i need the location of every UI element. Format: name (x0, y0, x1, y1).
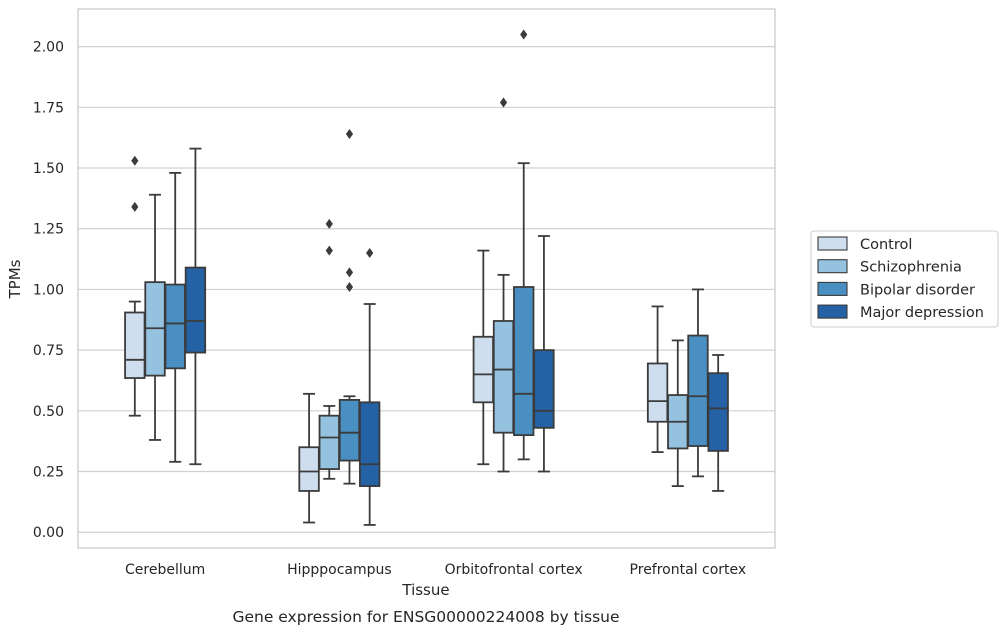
box-body (513, 286, 535, 437)
outlier-point (345, 281, 354, 292)
legend-frame (810, 230, 999, 328)
x-tick-label: Prefrontal cortex (630, 562, 747, 578)
box-body (359, 401, 381, 487)
legend-swatch (817, 236, 848, 251)
box-0-3 (646, 305, 669, 453)
x-tick-labels: Cerebellum Hipppocampus Orbitofrontal cort… (125, 562, 746, 578)
box-0-1 (298, 392, 320, 524)
box-2-3 (687, 288, 709, 478)
box-body (298, 446, 320, 492)
y-tick-labels: 0.00 0.25 0.50 0.75 1.00 1.25 1.50 1.75 2.00 (33, 40, 64, 542)
box-2-1 (338, 129, 361, 485)
y-tick-label: 1.25 (33, 222, 64, 238)
box-2-0 (164, 171, 186, 463)
y-axis-label: TPMs (6, 259, 24, 299)
box-body (318, 414, 340, 470)
legend-label: Control (860, 237, 912, 253)
box-body (124, 311, 146, 379)
box-0-2 (472, 249, 494, 466)
x-axis-label: Tissue (401, 581, 449, 599)
y-tick-label: 1.50 (33, 161, 64, 177)
y-tick-label: 1.00 (33, 282, 64, 298)
legend-swatch (817, 259, 848, 274)
box-body (707, 372, 729, 452)
legend-label: Schizophrenia (860, 260, 962, 276)
x-tick-label: Hipppocampus (287, 562, 392, 578)
legend: Control Schizophrenia Bipolar disorder Majo… (810, 230, 999, 328)
box-0-0 (124, 155, 146, 417)
box-body (338, 398, 361, 462)
outlier-point (520, 29, 528, 40)
x-tick-label: Cerebellum (125, 562, 205, 578)
box-3-2 (533, 235, 555, 473)
boxes (124, 29, 729, 526)
plot-frame (77, 8, 776, 549)
outlier-point (499, 97, 508, 108)
box-body (687, 334, 709, 447)
box-1-1 (318, 218, 340, 480)
outlier-point (325, 218, 333, 229)
x-tick-label: Orbitofrontal cortex (445, 562, 583, 578)
box-body (184, 266, 207, 354)
box-3-0 (184, 147, 207, 466)
box-1-3 (667, 339, 689, 487)
legend-swatch (817, 281, 848, 296)
box-3-3 (707, 354, 729, 492)
box-2-2 (513, 29, 535, 461)
outlier-point (345, 267, 354, 278)
outlier-point (131, 155, 139, 166)
legend-swatch (817, 304, 848, 319)
y-tick-label: 0.75 (33, 343, 64, 359)
outlier-point (345, 129, 354, 140)
box-1-0 (144, 193, 166, 441)
box-body (533, 349, 555, 429)
y-tick-label: 2.00 (33, 40, 64, 56)
box-body (472, 335, 494, 404)
y-tick-label: 1.75 (33, 100, 64, 116)
legend-label: Major depression (860, 305, 984, 321)
outlier-point (131, 201, 139, 212)
y-tick-label: 0.25 (33, 465, 64, 481)
y-tick-label: 0.00 (33, 525, 64, 541)
legend-label: Bipolar disorder (860, 282, 975, 298)
outlier-point (325, 245, 333, 256)
box-1-2 (492, 97, 515, 473)
y-tick-label: 0.50 (33, 404, 64, 420)
outlier-point (366, 248, 374, 259)
box-body (492, 320, 515, 434)
box-body (164, 283, 186, 370)
chart-caption: Gene expression for ENSG00000224008 by t… (232, 608, 619, 626)
box-body (646, 362, 669, 423)
box-3-1 (359, 248, 381, 526)
